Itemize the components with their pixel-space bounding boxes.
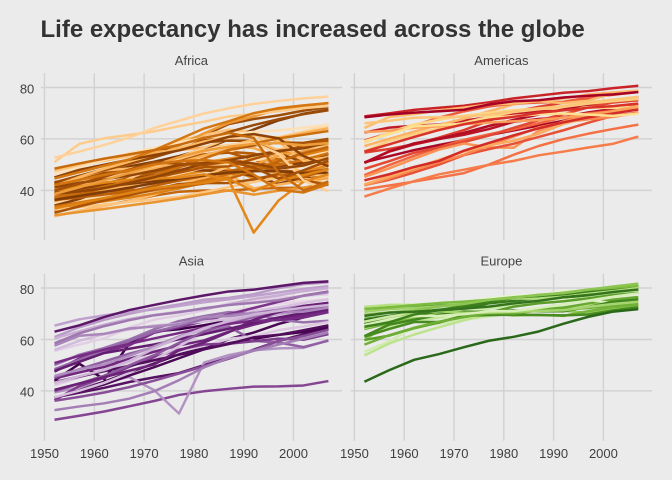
svg-text:40: 40 (20, 184, 34, 199)
svg-text:60: 60 (20, 133, 34, 148)
svg-text:2000: 2000 (279, 446, 308, 461)
svg-text:1950: 1950 (340, 446, 369, 461)
svg-text:Asia: Asia (179, 254, 205, 269)
svg-text:1960: 1960 (80, 446, 109, 461)
svg-text:80: 80 (20, 282, 34, 297)
svg-text:1960: 1960 (390, 446, 419, 461)
svg-text:Europe: Europe (480, 254, 522, 269)
svg-text:1990: 1990 (229, 446, 258, 461)
svg-text:Life expectancy has increased: Life expectancy has increased across the… (41, 16, 585, 43)
svg-text:60: 60 (20, 333, 34, 348)
svg-text:Americas: Americas (474, 53, 529, 68)
svg-text:1970: 1970 (130, 446, 159, 461)
svg-text:40: 40 (20, 385, 34, 400)
svg-text:2000: 2000 (589, 446, 618, 461)
svg-text:Africa: Africa (175, 53, 209, 68)
svg-text:1970: 1970 (440, 446, 469, 461)
svg-text:1950: 1950 (30, 446, 59, 461)
svg-text:80: 80 (20, 81, 34, 96)
svg-text:1990: 1990 (539, 446, 568, 461)
svg-text:1980: 1980 (489, 446, 518, 461)
svg-text:1980: 1980 (179, 446, 208, 461)
